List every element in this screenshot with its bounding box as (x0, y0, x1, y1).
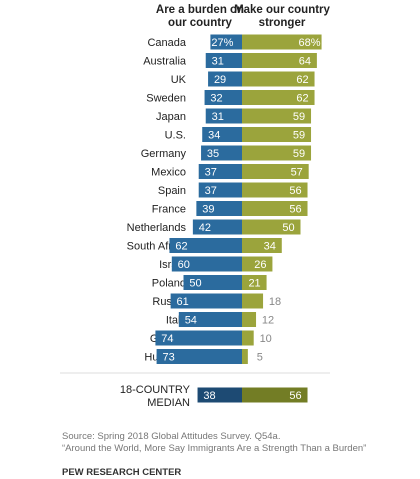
value-label: 29 (214, 74, 226, 86)
bar (198, 182, 242, 198)
source-note: Source: Spring 2018 Global Attitudes Sur… (62, 431, 281, 442)
category-label: Netherlands (127, 222, 187, 234)
category-label: Germany (141, 148, 187, 160)
bar (205, 108, 242, 124)
value-label: 50 (189, 277, 201, 289)
bar (242, 275, 267, 290)
bar (242, 127, 312, 142)
bar (208, 71, 242, 87)
value-label: 37 (205, 185, 217, 197)
bar (242, 387, 308, 403)
value-label: 54 (185, 314, 197, 326)
value-label: 62 (296, 92, 308, 104)
category-label: Australia (143, 55, 187, 67)
value-label: 57 (291, 166, 303, 178)
bar (204, 90, 242, 105)
credit: PEW RESEARCH CENTER (62, 467, 182, 478)
value-label: 64 (299, 55, 311, 67)
category-label: U.S. (165, 129, 186, 141)
value-label: 32 (210, 92, 222, 104)
value-label: 37 (205, 166, 217, 178)
source-title: “Around the World, More Say Immigrants A… (62, 443, 367, 454)
bar (242, 201, 308, 216)
bar (171, 256, 242, 272)
value-label: 5 (257, 351, 263, 363)
value-label: 26 (254, 259, 266, 271)
bar (197, 387, 242, 403)
bar (242, 108, 312, 124)
value-label: 12 (262, 314, 274, 326)
value-label: 59 (293, 148, 305, 160)
category-label: Poland (152, 277, 186, 289)
bar (169, 238, 242, 253)
value-label: 61 (177, 296, 189, 308)
bar (242, 256, 273, 272)
bar (242, 330, 254, 346)
bar (242, 90, 315, 105)
category-label: Spain (158, 185, 186, 197)
value-label: 27% (211, 37, 233, 49)
value-label: 73 (162, 351, 174, 363)
value-label: 56 (289, 203, 301, 215)
bar (170, 293, 242, 309)
bar (210, 34, 242, 50)
value-label: 59 (293, 111, 305, 123)
value-label: 31 (212, 111, 224, 123)
value-label: 34 (264, 240, 276, 252)
value-label: 35 (207, 148, 219, 160)
bar (242, 238, 282, 253)
value-label: 62 (175, 240, 187, 252)
value-label: 62 (296, 74, 308, 86)
value-label: 10 (260, 333, 272, 345)
bar (155, 330, 242, 346)
bar (242, 164, 309, 179)
category-label: Mexico (151, 166, 186, 178)
category-label: France (152, 203, 186, 215)
bar (183, 275, 242, 290)
bar (198, 164, 242, 179)
category-label: Sweden (146, 92, 186, 104)
median-label: 18-COUNTRY MEDIAN (119, 384, 190, 409)
bar (242, 145, 312, 161)
category-label: UK (171, 74, 187, 86)
bar (202, 127, 242, 142)
value-label: 21 (248, 277, 260, 289)
bar (242, 293, 264, 309)
value-label: 56 (289, 390, 301, 402)
series-header: Are a burden on our country (155, 4, 245, 29)
category-label: Japan (156, 111, 186, 123)
bar (178, 312, 242, 327)
bar (242, 219, 301, 235)
value-label: 68% (299, 37, 321, 49)
bar (242, 34, 322, 50)
value-label: 42 (199, 222, 211, 234)
value-label: 56 (289, 185, 301, 197)
bar (242, 182, 308, 198)
value-label: 34 (208, 129, 220, 141)
value-label: 50 (282, 222, 294, 234)
value-label: 60 (178, 259, 190, 271)
bar (205, 53, 242, 68)
value-label: 38 (203, 390, 215, 402)
value-label: 59 (293, 129, 305, 141)
value-label: 31 (212, 55, 224, 67)
bar (242, 312, 257, 327)
bar (201, 145, 242, 161)
bar (156, 349, 242, 364)
bar (196, 201, 242, 216)
bar (242, 71, 315, 87)
value-label: 39 (202, 203, 214, 215)
bar (242, 349, 248, 364)
series-header: Make our country stronger (234, 4, 330, 29)
bar (192, 219, 242, 235)
bar (242, 53, 317, 68)
value-label: 18 (269, 296, 281, 308)
category-label: Canada (147, 37, 186, 49)
value-label: 74 (161, 333, 173, 345)
